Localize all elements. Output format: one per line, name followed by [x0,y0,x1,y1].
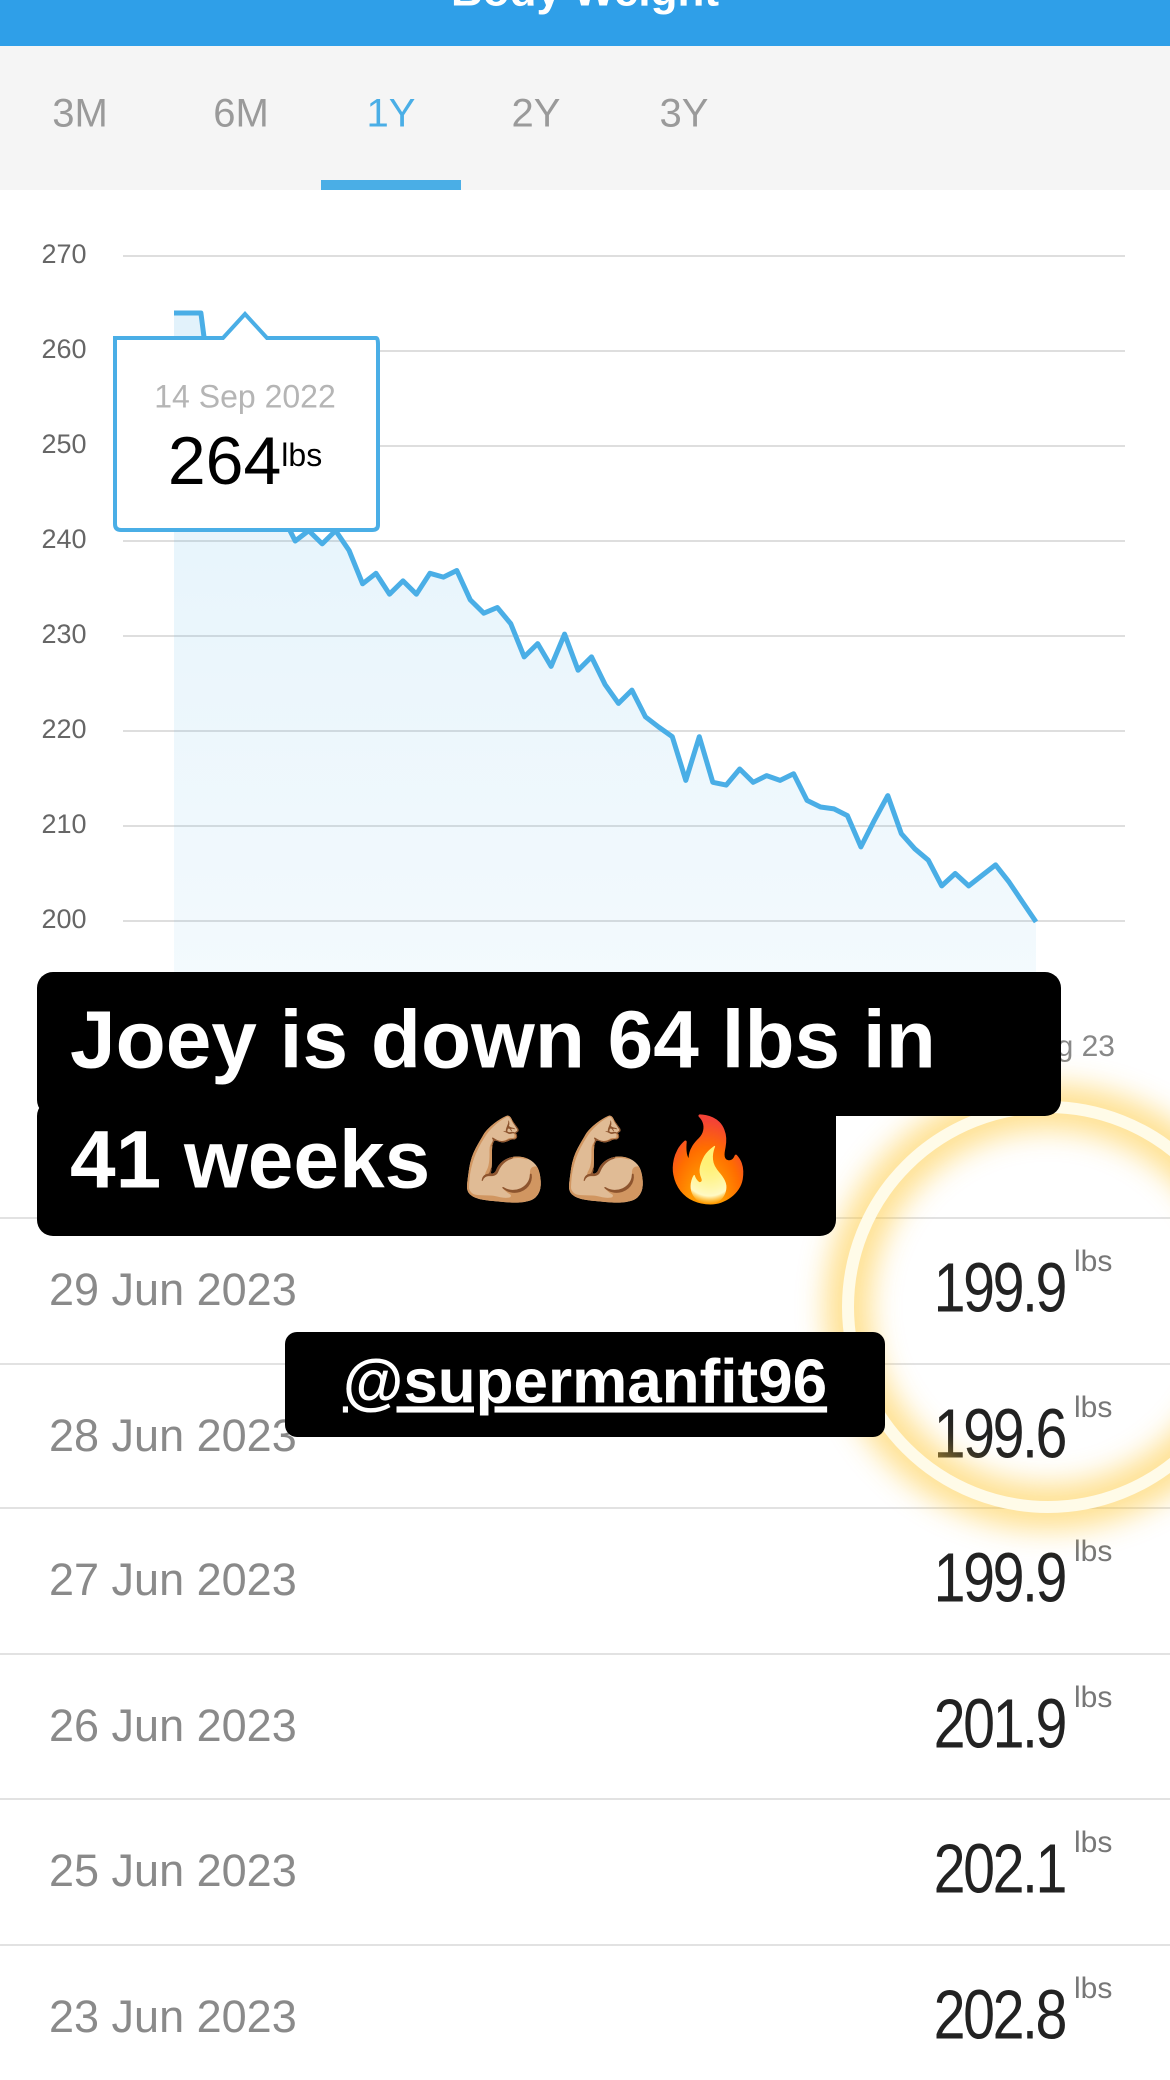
row-date[interactable]: 27 Jun 2023 [49,1554,297,1605]
row-date[interactable]: 23 Jun 2023 [49,1991,297,2042]
row-date[interactable]: 26 Jun 2023 [49,1700,297,1751]
row-value[interactable]: 199.9 [934,1248,1068,1327]
tab[interactable]: 1Y [367,92,416,136]
row-unit: lbs [1074,1535,1112,1568]
tooltip-number: 264 [168,423,281,499]
y-tick-label: 200 [41,904,86,934]
tab[interactable]: 3Y [660,92,709,136]
row-unit: lbs [1074,1826,1112,1859]
row-unit: lbs [1074,1972,1112,2005]
tooltip-date: 14 Sep 2022 [154,378,336,414]
y-tick-label: 230 [41,619,86,649]
row-value[interactable]: 199.9 [934,1538,1068,1617]
header-bar [0,0,1170,46]
row-unit: lbs [1074,1245,1112,1278]
tooltip-value: 264lbs [168,423,322,499]
tooltip-unit: lbs [281,437,322,473]
y-tick-label: 260 [41,334,86,364]
header-title: Body Weight [451,0,719,16]
y-tick-label: 220 [41,714,86,744]
handle[interactable]: @supermanfit96 [343,1347,827,1416]
y-tick-label: 210 [41,809,86,839]
row-unit: lbs [1074,1681,1112,1714]
tooltip-box [113,311,380,532]
tab[interactable]: 3M [52,92,108,136]
handle-box [285,1332,885,1437]
y-tick-label: 270 [41,239,86,269]
row-date[interactable]: 29 Jun 2023 [49,1264,297,1315]
caption-line: 41 weeks 💪🏼💪🏼🔥 [70,1113,759,1206]
caption-line: Joey is down 64 lbs in [70,995,936,1086]
y-tick-label: 250 [41,429,86,459]
area-fill [174,313,1036,1016]
caption-box [37,1100,836,1236]
caption-box [37,972,1061,1116]
tab-bar [0,46,1170,190]
weight-line [174,310,1039,924]
row-value[interactable]: 201.9 [934,1684,1068,1763]
row-unit: lbs [1074,1391,1112,1424]
row-value[interactable]: 202.1 [934,1829,1068,1908]
tab-underline [321,180,461,190]
overlay: Joey is down 64 lbs in 41 weeks 💪🏼💪🏼🔥 @sup… [37,972,1061,1437]
tabs: 3M 6M 1Y 2Y 3Y [52,92,708,190]
tab[interactable]: 6M [213,92,269,136]
row-date[interactable]: 28 Jun 2023 [49,1410,297,1461]
row-date[interactable]: 25 Jun 2023 [49,1845,297,1896]
y-tick-label: 240 [41,524,86,554]
tab[interactable]: 2Y [512,92,561,136]
row-value[interactable]: 202.8 [934,1975,1068,2054]
